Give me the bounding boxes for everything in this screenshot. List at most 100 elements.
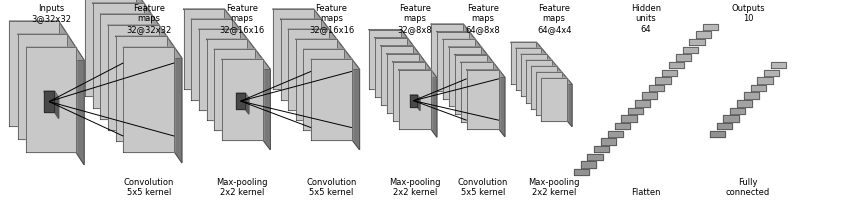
Polygon shape bbox=[516, 49, 541, 91]
Polygon shape bbox=[541, 49, 547, 97]
Polygon shape bbox=[521, 55, 547, 97]
Polygon shape bbox=[116, 37, 167, 141]
Text: Feature
maps
64@4x4: Feature maps 64@4x4 bbox=[537, 4, 571, 34]
Polygon shape bbox=[296, 40, 337, 120]
Polygon shape bbox=[615, 123, 630, 130]
Text: Hidden
units
64: Hidden units 64 bbox=[631, 4, 661, 34]
Polygon shape bbox=[59, 22, 67, 139]
Polygon shape bbox=[401, 31, 407, 98]
Polygon shape bbox=[191, 20, 232, 100]
Polygon shape bbox=[167, 37, 174, 152]
Polygon shape bbox=[431, 25, 463, 84]
Polygon shape bbox=[696, 32, 711, 39]
Polygon shape bbox=[207, 40, 255, 50]
Polygon shape bbox=[199, 30, 240, 110]
Polygon shape bbox=[240, 30, 247, 120]
Polygon shape bbox=[393, 62, 425, 121]
Polygon shape bbox=[541, 79, 572, 85]
Polygon shape bbox=[93, 4, 151, 15]
Polygon shape bbox=[481, 48, 487, 114]
Text: Feature
maps
64@8x8: Feature maps 64@8x8 bbox=[466, 4, 500, 34]
Polygon shape bbox=[108, 26, 167, 37]
Polygon shape bbox=[455, 55, 493, 63]
Polygon shape bbox=[531, 67, 557, 109]
Polygon shape bbox=[329, 30, 337, 120]
Polygon shape bbox=[757, 78, 773, 84]
Polygon shape bbox=[449, 48, 481, 107]
Polygon shape bbox=[410, 95, 420, 99]
Polygon shape bbox=[288, 30, 337, 40]
Polygon shape bbox=[9, 22, 67, 35]
Polygon shape bbox=[710, 131, 725, 137]
Polygon shape bbox=[375, 38, 413, 46]
Polygon shape bbox=[511, 43, 536, 85]
Polygon shape bbox=[144, 4, 151, 119]
Polygon shape bbox=[417, 95, 420, 111]
Text: Feature
maps
32@32x32: Feature maps 32@32x32 bbox=[126, 4, 172, 34]
Polygon shape bbox=[467, 71, 499, 130]
Polygon shape bbox=[236, 94, 249, 99]
Polygon shape bbox=[123, 48, 182, 59]
Polygon shape bbox=[387, 54, 425, 62]
Polygon shape bbox=[536, 73, 562, 115]
Polygon shape bbox=[214, 50, 255, 130]
Polygon shape bbox=[642, 93, 657, 99]
Polygon shape bbox=[410, 95, 417, 107]
Text: Max-pooling
2x2 kernel: Max-pooling 2x2 kernel bbox=[529, 177, 580, 196]
Text: Max-pooling
2x2 kernel: Max-pooling 2x2 kernel bbox=[217, 177, 268, 196]
Polygon shape bbox=[413, 46, 419, 113]
Polygon shape bbox=[93, 4, 144, 108]
Polygon shape bbox=[399, 71, 437, 79]
Polygon shape bbox=[676, 55, 691, 61]
Polygon shape bbox=[469, 33, 475, 99]
Polygon shape bbox=[655, 78, 671, 84]
Polygon shape bbox=[280, 20, 329, 30]
Polygon shape bbox=[455, 55, 487, 114]
Polygon shape bbox=[352, 60, 360, 150]
Polygon shape bbox=[26, 48, 76, 152]
Polygon shape bbox=[581, 161, 596, 168]
Polygon shape bbox=[628, 108, 643, 115]
Polygon shape bbox=[151, 15, 159, 130]
Polygon shape bbox=[649, 85, 664, 92]
Polygon shape bbox=[314, 10, 321, 100]
Polygon shape bbox=[236, 94, 245, 110]
Polygon shape bbox=[18, 35, 76, 48]
Polygon shape bbox=[273, 10, 321, 20]
Polygon shape bbox=[381, 46, 419, 54]
Polygon shape bbox=[463, 25, 469, 92]
Polygon shape bbox=[288, 30, 329, 110]
Polygon shape bbox=[311, 60, 360, 70]
Polygon shape bbox=[43, 92, 59, 98]
Polygon shape bbox=[399, 71, 431, 130]
Polygon shape bbox=[85, 0, 136, 97]
Polygon shape bbox=[467, 71, 505, 78]
Polygon shape bbox=[635, 101, 650, 107]
Polygon shape bbox=[764, 70, 779, 77]
Polygon shape bbox=[303, 50, 344, 130]
Text: Inputs
3@32x32: Inputs 3@32x32 bbox=[31, 4, 71, 23]
Polygon shape bbox=[419, 54, 425, 121]
Polygon shape bbox=[393, 62, 431, 71]
Polygon shape bbox=[247, 40, 255, 130]
Polygon shape bbox=[536, 73, 567, 79]
Text: Feature
maps
32@8x8: Feature maps 32@8x8 bbox=[398, 4, 432, 34]
Polygon shape bbox=[541, 79, 567, 121]
Polygon shape bbox=[516, 49, 547, 55]
Polygon shape bbox=[751, 85, 766, 92]
Text: Convolution
5x5 kernel: Convolution 5x5 kernel bbox=[457, 177, 508, 196]
Polygon shape bbox=[557, 67, 562, 115]
Polygon shape bbox=[730, 108, 745, 115]
Polygon shape bbox=[669, 63, 684, 69]
Polygon shape bbox=[184, 10, 232, 20]
Polygon shape bbox=[199, 30, 247, 40]
Polygon shape bbox=[431, 25, 469, 33]
Polygon shape bbox=[100, 15, 151, 119]
Polygon shape bbox=[717, 123, 732, 130]
Text: Feature
maps
32@16x16: Feature maps 32@16x16 bbox=[219, 4, 265, 34]
Polygon shape bbox=[123, 48, 174, 152]
Polygon shape bbox=[337, 40, 344, 130]
Polygon shape bbox=[547, 55, 552, 103]
Polygon shape bbox=[18, 35, 67, 139]
Text: Convolution
5x5 kernel: Convolution 5x5 kernel bbox=[306, 177, 357, 196]
